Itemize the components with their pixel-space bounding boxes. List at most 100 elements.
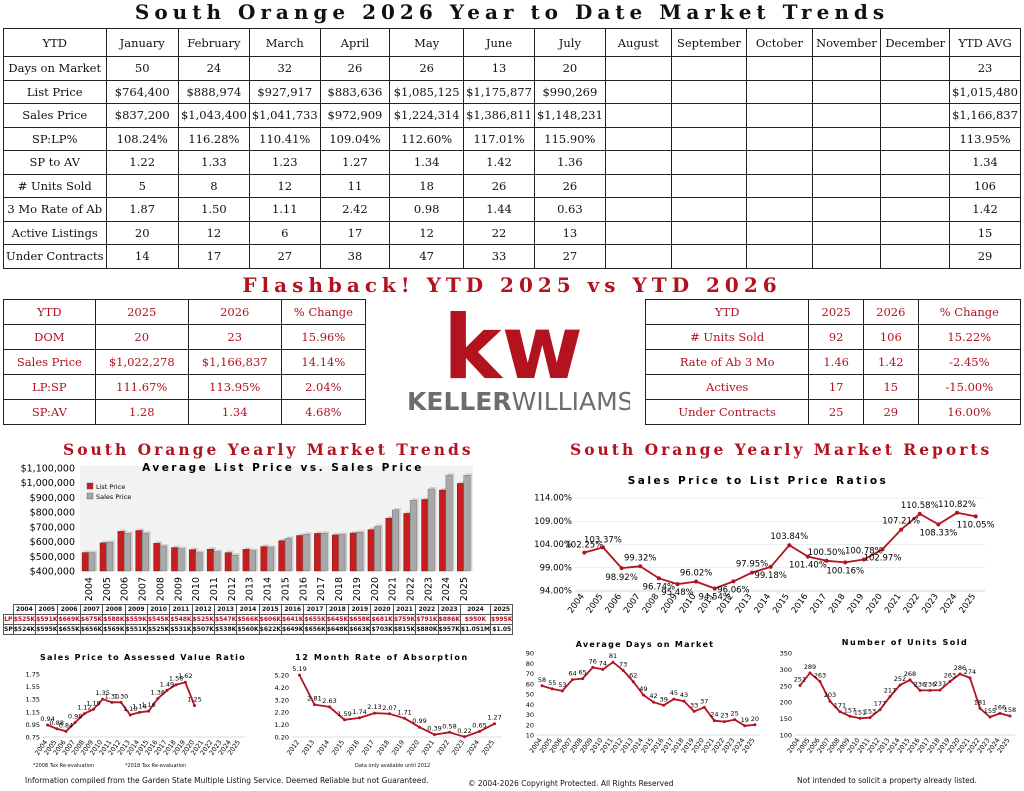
table-row: Days on Market 50 24 32 26 26 13 20 23 (3, 56, 1021, 81)
data-point (165, 688, 169, 692)
table-cell (811, 197, 882, 222)
x-tick-label: 2005 (102, 577, 113, 601)
column-header: September (670, 28, 748, 57)
data-label: 1.36 (151, 689, 165, 697)
section-left-title: South Orange Yearly Market Trends (63, 440, 474, 459)
table-cell: 92 (808, 324, 864, 350)
table-cell: 109.04% (319, 126, 391, 151)
column-header: 2026 (862, 299, 919, 325)
data-label: 76 (589, 657, 597, 665)
bar (213, 551, 221, 572)
table-cell: 24 (177, 56, 250, 81)
data-label: 101.40% (789, 561, 827, 571)
data-label: 103.84% (770, 532, 808, 542)
data-label: 1.71 (397, 708, 411, 716)
table-cell (670, 79, 748, 104)
data-label: 25 (731, 710, 739, 718)
bar (338, 534, 346, 572)
table-cell: $548K (169, 614, 193, 625)
data-point (878, 708, 882, 712)
data-label: 2.07 (382, 704, 396, 712)
table-cell: 29 (949, 244, 1021, 269)
table-cell (604, 79, 672, 104)
table-cell (880, 56, 951, 81)
x-tick-label: 2009 (173, 577, 184, 601)
y-tick-label: $1,100,000 (21, 464, 75, 475)
y-tick-label: $600,000 (30, 537, 75, 548)
table-cell (670, 244, 748, 269)
year-header: 2015 (258, 604, 283, 615)
x-tick-label: 2023 (920, 592, 941, 615)
data-label: 1.30 (114, 692, 128, 700)
data-label: 2.81 (307, 695, 321, 703)
data-label: 1.35 (95, 689, 109, 697)
y-tick-label: $1,000,000 (21, 478, 75, 489)
data-point (621, 668, 625, 672)
bar (124, 533, 131, 572)
table-cell: $1.05 (490, 624, 514, 635)
table-cell: $1,386,811 (463, 103, 535, 128)
data-point (560, 689, 564, 693)
table-cell: 25 (808, 399, 864, 425)
data-label: 1.74 (352, 708, 366, 716)
table-cell (880, 150, 951, 175)
table-cell: $591K (35, 614, 59, 625)
bar (117, 531, 125, 572)
data-label: 1.12 (77, 704, 91, 712)
data-label: 5.19 (292, 665, 306, 673)
table-cell: $525K (146, 624, 171, 635)
table-cell: $525K (191, 614, 215, 625)
table-cell: $957K (437, 624, 461, 635)
table-row: Rate of Ab 3 Mo 1.46 1.42 -2.45% (644, 349, 1022, 375)
x-tick-label: 2008 (155, 577, 166, 601)
table-cell: 38 (319, 244, 391, 269)
bar (224, 552, 232, 572)
bar (260, 546, 268, 572)
table-cell: 23 (187, 324, 282, 350)
data-point (988, 715, 992, 719)
year-header: 2014 (236, 604, 260, 615)
data-label: 217 (884, 687, 896, 695)
table-cell (880, 244, 951, 269)
y-tick-label: 5.20 (275, 672, 289, 680)
year-header: 2009 (124, 604, 148, 615)
table-cell: $883,636 (319, 79, 391, 104)
list-vs-sales-bar-chart: Average List Price vs. Sales Price $400,0… (21, 462, 473, 601)
data-label: 1.49 (160, 680, 174, 688)
table-cell: $507K (191, 624, 215, 635)
bar (349, 532, 357, 572)
table-cell: 26 (319, 56, 391, 81)
table-cell: 14.14% (280, 349, 367, 375)
data-label: 0.65 (472, 721, 486, 729)
data-label: 0.99 (412, 717, 426, 725)
data-label: 177 (874, 700, 886, 708)
data-point (978, 706, 982, 710)
column-header: July (533, 28, 606, 57)
data-point (55, 727, 59, 731)
table-cell: 1.34 (187, 399, 282, 425)
footer-solicit-note: Not intended to solicit a property alrea… (797, 776, 977, 785)
table-cell (880, 126, 951, 151)
table-cell (670, 103, 748, 128)
data-point (128, 713, 132, 717)
data-label: 1.19 (86, 699, 100, 707)
data-label: 1.27 (487, 714, 501, 722)
table-row: LP $525K $591K $669K $675K $588K $559K $545K $54… (3, 614, 514, 625)
table-cell: 111.67% (94, 374, 189, 400)
data-point (888, 695, 892, 699)
column-header: June (463, 28, 535, 57)
x-tick-label: 2024 (939, 592, 960, 615)
table-cell: 33 (463, 244, 535, 269)
bar (153, 543, 161, 572)
y-tick-label: 80 (526, 660, 534, 668)
table-cell (604, 173, 672, 198)
table-row: Sales Price $837,200 $1,043,400 $1,041,733 $… (3, 103, 1021, 128)
data-label: 157 (844, 706, 856, 714)
year-header: 2011 (169, 604, 193, 615)
row-label: 3 Mo Rate of Ab (3, 197, 107, 222)
table-corner (4, 605, 14, 615)
bar (331, 534, 339, 572)
legend-swatch (86, 492, 94, 500)
x-tick-label: 2021 (420, 739, 436, 757)
data-label: 2.63 (322, 697, 336, 705)
